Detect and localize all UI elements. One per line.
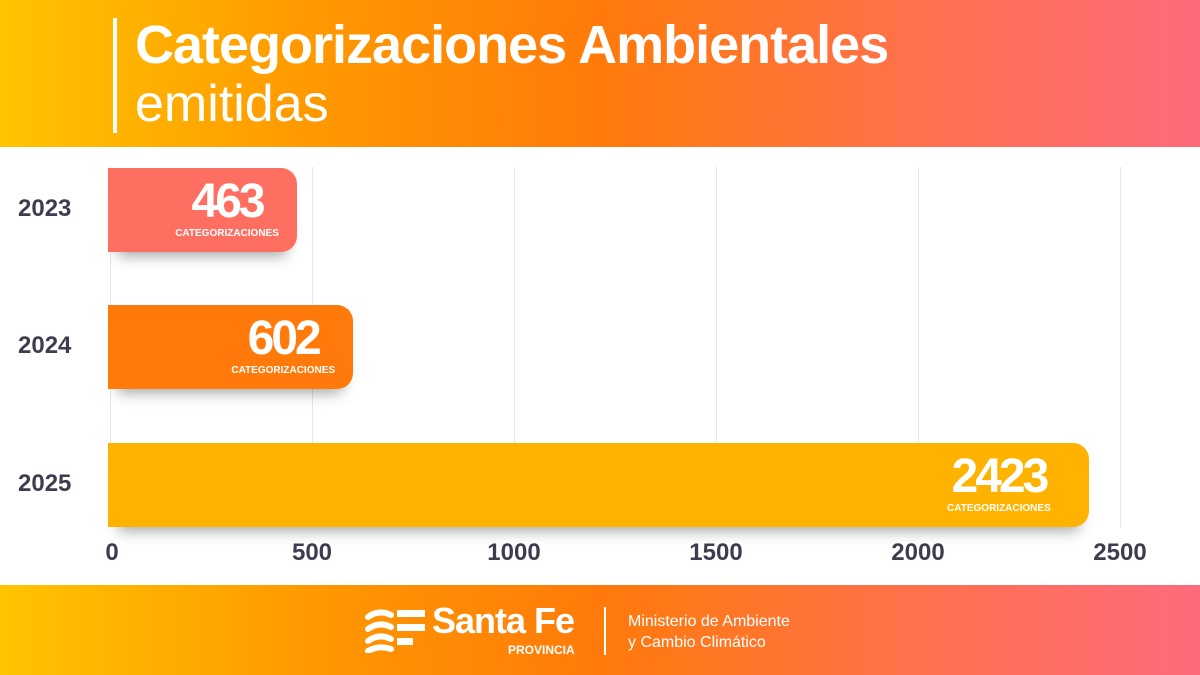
gridline [1120, 167, 1121, 527]
gridline [918, 167, 919, 527]
data-label-value: 463 [191, 175, 266, 228]
x-tick-label: 1500 [689, 539, 743, 566]
x-tick-label: 2000 [891, 539, 945, 566]
bar-2025: 2423 CATEGORIZACIONES [108, 443, 1089, 527]
page-subtitle: emitidas [135, 75, 329, 133]
bar-chart: 0 500 1000 1500 2000 2500 2023 463 CATEGORIZACIO… [0, 147, 1200, 585]
data-label-unit: CATEGORIZACIONES [231, 365, 336, 376]
x-tick-label: 500 [291, 539, 333, 566]
data-label-value: 602 [247, 312, 322, 365]
footer-divider [604, 607, 606, 655]
santa-fe-logo-icon [365, 609, 425, 653]
page-title: Categorizaciones Ambientales [135, 15, 889, 75]
ministry-line2: y Cambio Climático [628, 634, 766, 651]
data-label-unit: CATEGORIZACIONES [947, 503, 1051, 514]
brand-subtitle: PROVINCIA [508, 643, 575, 657]
x-tick-label: 1000 [487, 539, 541, 566]
footer-banner [0, 585, 1200, 675]
bar-2024: 602 CATEGORIZACIONES [108, 305, 354, 389]
header-banner: Categorizaciones Ambientales emitidas [0, 0, 1200, 147]
ministry-name: Ministerio de Ambiente y Cambio Climátic… [628, 611, 790, 653]
bar-2023: 463 CATEGORIZACIONES [108, 168, 298, 252]
x-tick-label: 0 [105, 539, 119, 566]
gridline [716, 167, 717, 527]
x-tick-label: 2500 [1093, 539, 1147, 566]
gridline [514, 167, 515, 527]
data-label-value: 2423 [951, 450, 1050, 503]
y-tick-label: 2024 [18, 332, 72, 359]
y-tick-label: 2023 [18, 195, 72, 222]
brand-name: Santa Fe [432, 600, 575, 641]
data-label-unit: CATEGORIZACIONES [175, 228, 279, 239]
title-accent-bar [113, 18, 117, 133]
ministry-line1: Ministerio de Ambiente [628, 613, 790, 630]
y-tick-label: 2025 [18, 470, 72, 497]
